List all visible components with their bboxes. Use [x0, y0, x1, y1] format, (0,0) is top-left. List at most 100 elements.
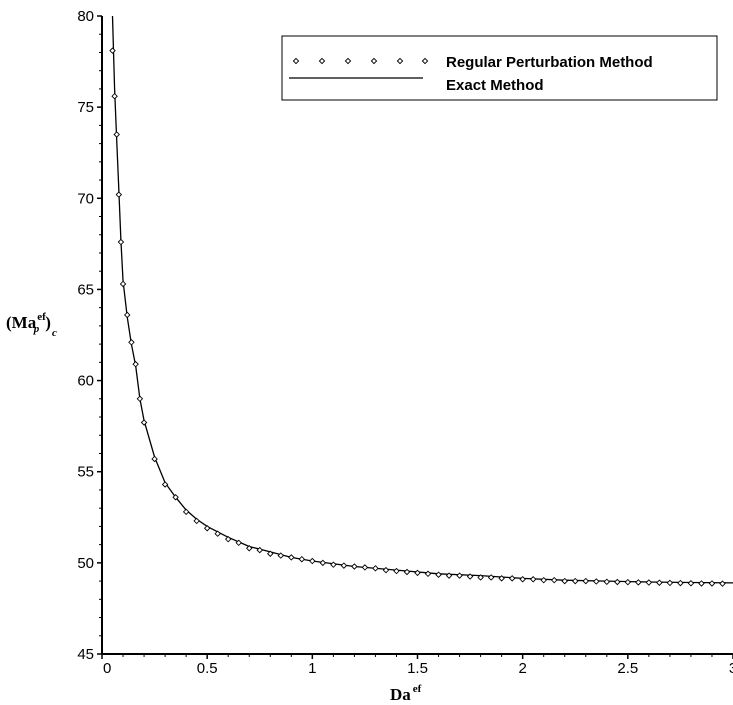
rpm-data-point [330, 561, 337, 568]
rpm-data-point [561, 577, 568, 585]
rpm-data-point [128, 339, 135, 346]
rpm-data-point [172, 493, 179, 501]
legend-diamond-marker [344, 57, 352, 65]
x-tick-label: 0.5 [197, 660, 218, 677]
x-tick-label: 3 [729, 660, 733, 677]
rpm-data-point [214, 530, 221, 537]
rpm-data-point [224, 535, 232, 543]
rpm-data-point [708, 580, 716, 587]
rpm-data-point [117, 238, 125, 246]
legend-box [281, 35, 718, 101]
rpm-data-point [351, 563, 358, 570]
legend-label-regular-perturbation: Regular Perturbation Method [446, 54, 653, 71]
rpm-data-point [288, 554, 295, 561]
rpm-data-point [245, 545, 253, 552]
rpm-data-point [414, 569, 421, 577]
rpm-data-point [136, 395, 144, 403]
rpm-data-point [151, 455, 158, 463]
rpm-data-point [719, 580, 726, 587]
legend-diamond-marker [396, 57, 404, 65]
y-tick-label: 70 [77, 190, 94, 207]
y-tick-label: 45 [77, 646, 94, 663]
rpm-data-point [466, 573, 474, 580]
rpm-data-point [382, 566, 390, 574]
rpm-data-point [540, 576, 547, 584]
rpm-data-point [487, 574, 495, 581]
rpm-data-point [161, 481, 169, 488]
legend-marker-sample [292, 57, 429, 65]
rpm-data-point [677, 579, 684, 587]
regular-perturbation-markers [109, 47, 726, 587]
rpm-data-point [111, 92, 118, 100]
rpm-data-point [424, 570, 432, 578]
plot-area [109, 15, 733, 587]
exact-method-line [111, 15, 733, 584]
y-tick-label: 60 [77, 373, 94, 390]
rpm-data-point [645, 579, 653, 586]
rpm-data-point [340, 562, 348, 569]
rpm-data-point [477, 574, 484, 581]
rpm-data-point [182, 508, 190, 516]
rpm-data-point [656, 579, 663, 586]
legend: Regular Perturbation Method Exact Method [281, 35, 718, 101]
legend-diamond-marker [292, 57, 300, 65]
axes [101, 16, 733, 655]
x-tick-label: 1 [308, 660, 316, 677]
rpm-data-point [519, 576, 526, 583]
x-tick-label: 2 [518, 660, 526, 677]
rpm-data-point [456, 572, 463, 579]
legend-diamond-marker [318, 57, 326, 65]
rpm-data-point [498, 575, 505, 582]
rpm-data-point [393, 567, 400, 575]
rpm-data-point [572, 577, 579, 585]
legend-diamond-marker [370, 57, 378, 65]
x-tick-label: 2.5 [617, 660, 638, 677]
rpm-data-point [235, 539, 242, 547]
rpm-data-point [635, 579, 642, 586]
rpm-data-point [624, 578, 632, 586]
y-tick-label: 50 [77, 555, 94, 572]
x-tick-label: 1.5 [407, 660, 428, 677]
rpm-data-point [119, 280, 127, 288]
legend-diamond-marker [421, 57, 429, 65]
rpm-data-point [508, 575, 516, 582]
y-tick-label: 65 [77, 281, 94, 298]
rpm-data-point [687, 580, 695, 587]
rpm-data-point [529, 576, 537, 583]
rpm-data-point [319, 559, 327, 567]
rpm-data-point [298, 555, 306, 563]
rpm-data-point [124, 311, 131, 319]
y-axis-title: (Maef p)c [6, 311, 57, 339]
rpm-data-point [193, 517, 200, 525]
rpm-data-point [403, 568, 411, 576]
rpm-data-point [698, 580, 705, 587]
rpm-data-point [277, 552, 285, 559]
rpm-data-point [435, 571, 442, 578]
rpm-data-point [115, 191, 123, 198]
rpm-data-point [372, 565, 379, 572]
rpm-data-point [140, 419, 148, 426]
rpm-data-point [113, 131, 120, 138]
rpm-data-point [132, 360, 139, 368]
rpm-data-point [666, 579, 674, 587]
rpm-data-point [593, 578, 600, 585]
rpm-data-point [614, 578, 621, 586]
y-tick-label: 80 [77, 8, 94, 25]
y-ticks: 45 50 55 60 65 70 75 80 [77, 8, 102, 663]
rpm-data-point [582, 577, 590, 585]
rpm-data-point [109, 47, 116, 54]
legend-label-exact-method: Exact Method [446, 77, 544, 94]
y-tick-label: 75 [77, 99, 94, 116]
rpm-data-point [550, 576, 558, 584]
y-tick-label: 55 [77, 464, 94, 481]
rpm-data-point [603, 578, 611, 586]
rpm-data-point [256, 546, 263, 554]
rpm-data-point [361, 564, 369, 571]
rpm-data-point [309, 557, 316, 565]
x-axis-title: Da ef [390, 683, 422, 704]
rpm-data-point [445, 572, 453, 579]
rpm-data-point [267, 550, 274, 557]
x-ticks: 0 0.5 1 1.5 2 2.5 3 [101, 654, 733, 677]
x-tick-label: 0 [103, 660, 111, 677]
